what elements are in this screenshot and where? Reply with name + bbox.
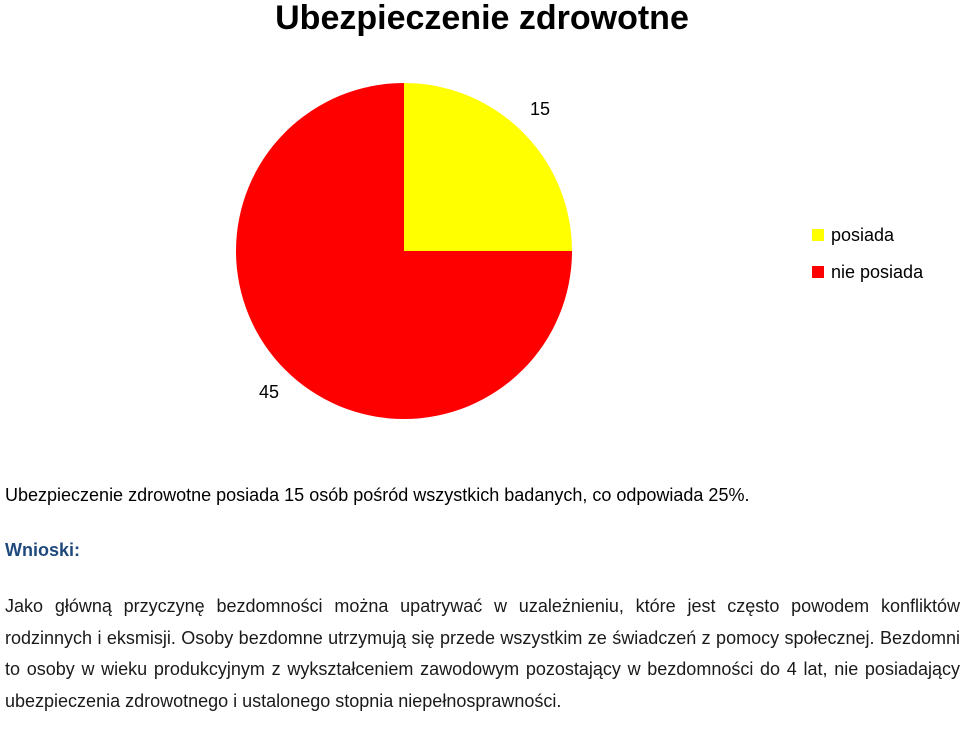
data-label-nie-posiada: 45 bbox=[259, 382, 279, 402]
summary-text: Ubezpieczenie zdrowotne posiada 15 osób … bbox=[5, 485, 750, 505]
legend-swatch-nie-posiada bbox=[812, 266, 824, 278]
legend-swatch-posiada bbox=[812, 229, 824, 241]
pie-slice-posiada bbox=[404, 83, 572, 251]
legend-label-posiada: posiada bbox=[831, 224, 895, 245]
legend-item-nie-posiada: nie posiada bbox=[812, 260, 923, 284]
chart-title: Ubezpieczenie zdrowotne bbox=[275, 0, 689, 37]
conclusions-heading: Wnioski: bbox=[5, 540, 80, 560]
chart-legend: posiada nie posiada bbox=[812, 223, 923, 297]
conclusions-paragraph: Jako główną przyczynę bezdomności można … bbox=[5, 596, 960, 711]
data-label-posiada: 15 bbox=[530, 99, 550, 119]
legend-label-nie-posiada: nie posiada bbox=[831, 261, 924, 282]
pie-slice-nie-posiada bbox=[236, 83, 572, 419]
legend-item-posiada: posiada bbox=[812, 223, 923, 247]
